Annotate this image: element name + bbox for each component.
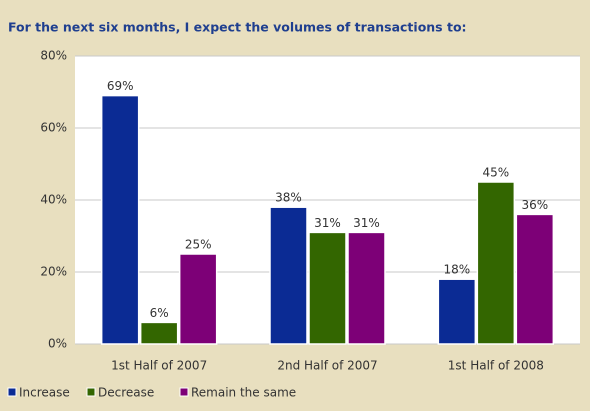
legend-label: Decrease [98, 386, 154, 400]
bar [515, 213, 555, 345]
bar [178, 253, 218, 345]
y-tick-label: 60% [40, 121, 67, 135]
value-label: 36% [521, 198, 548, 212]
bar [139, 321, 179, 345]
legend-swatch [86, 387, 96, 397]
y-tick-label: 0% [48, 337, 67, 351]
value-label: 31% [353, 216, 380, 230]
value-label: 38% [275, 191, 302, 205]
legend-swatch [7, 387, 17, 397]
y-tick-label: 80% [40, 49, 67, 63]
legend-swatch [179, 387, 189, 397]
bar [437, 278, 477, 345]
bar [308, 231, 347, 345]
value-label: 25% [185, 238, 212, 252]
x-tick-label: 2nd Half of 2007 [277, 359, 377, 373]
value-label: 45% [482, 166, 509, 180]
bar [476, 181, 516, 345]
legend-label: Increase [19, 386, 70, 400]
legend-label: Remain the same [191, 386, 296, 400]
value-label: 69% [107, 79, 134, 93]
value-label: 6% [150, 306, 169, 320]
y-tick-label: 20% [40, 265, 67, 279]
y-tick-label: 40% [40, 193, 67, 207]
x-tick-label: 1st Half of 2008 [448, 359, 544, 373]
bar [347, 231, 386, 345]
value-label: 18% [443, 263, 470, 277]
bar [100, 94, 140, 345]
value-label: 31% [314, 216, 341, 230]
x-tick-label: 1st Half of 2007 [111, 359, 207, 373]
bar [269, 206, 308, 345]
chart-title: For the next six months, I expect the vo… [8, 20, 467, 35]
